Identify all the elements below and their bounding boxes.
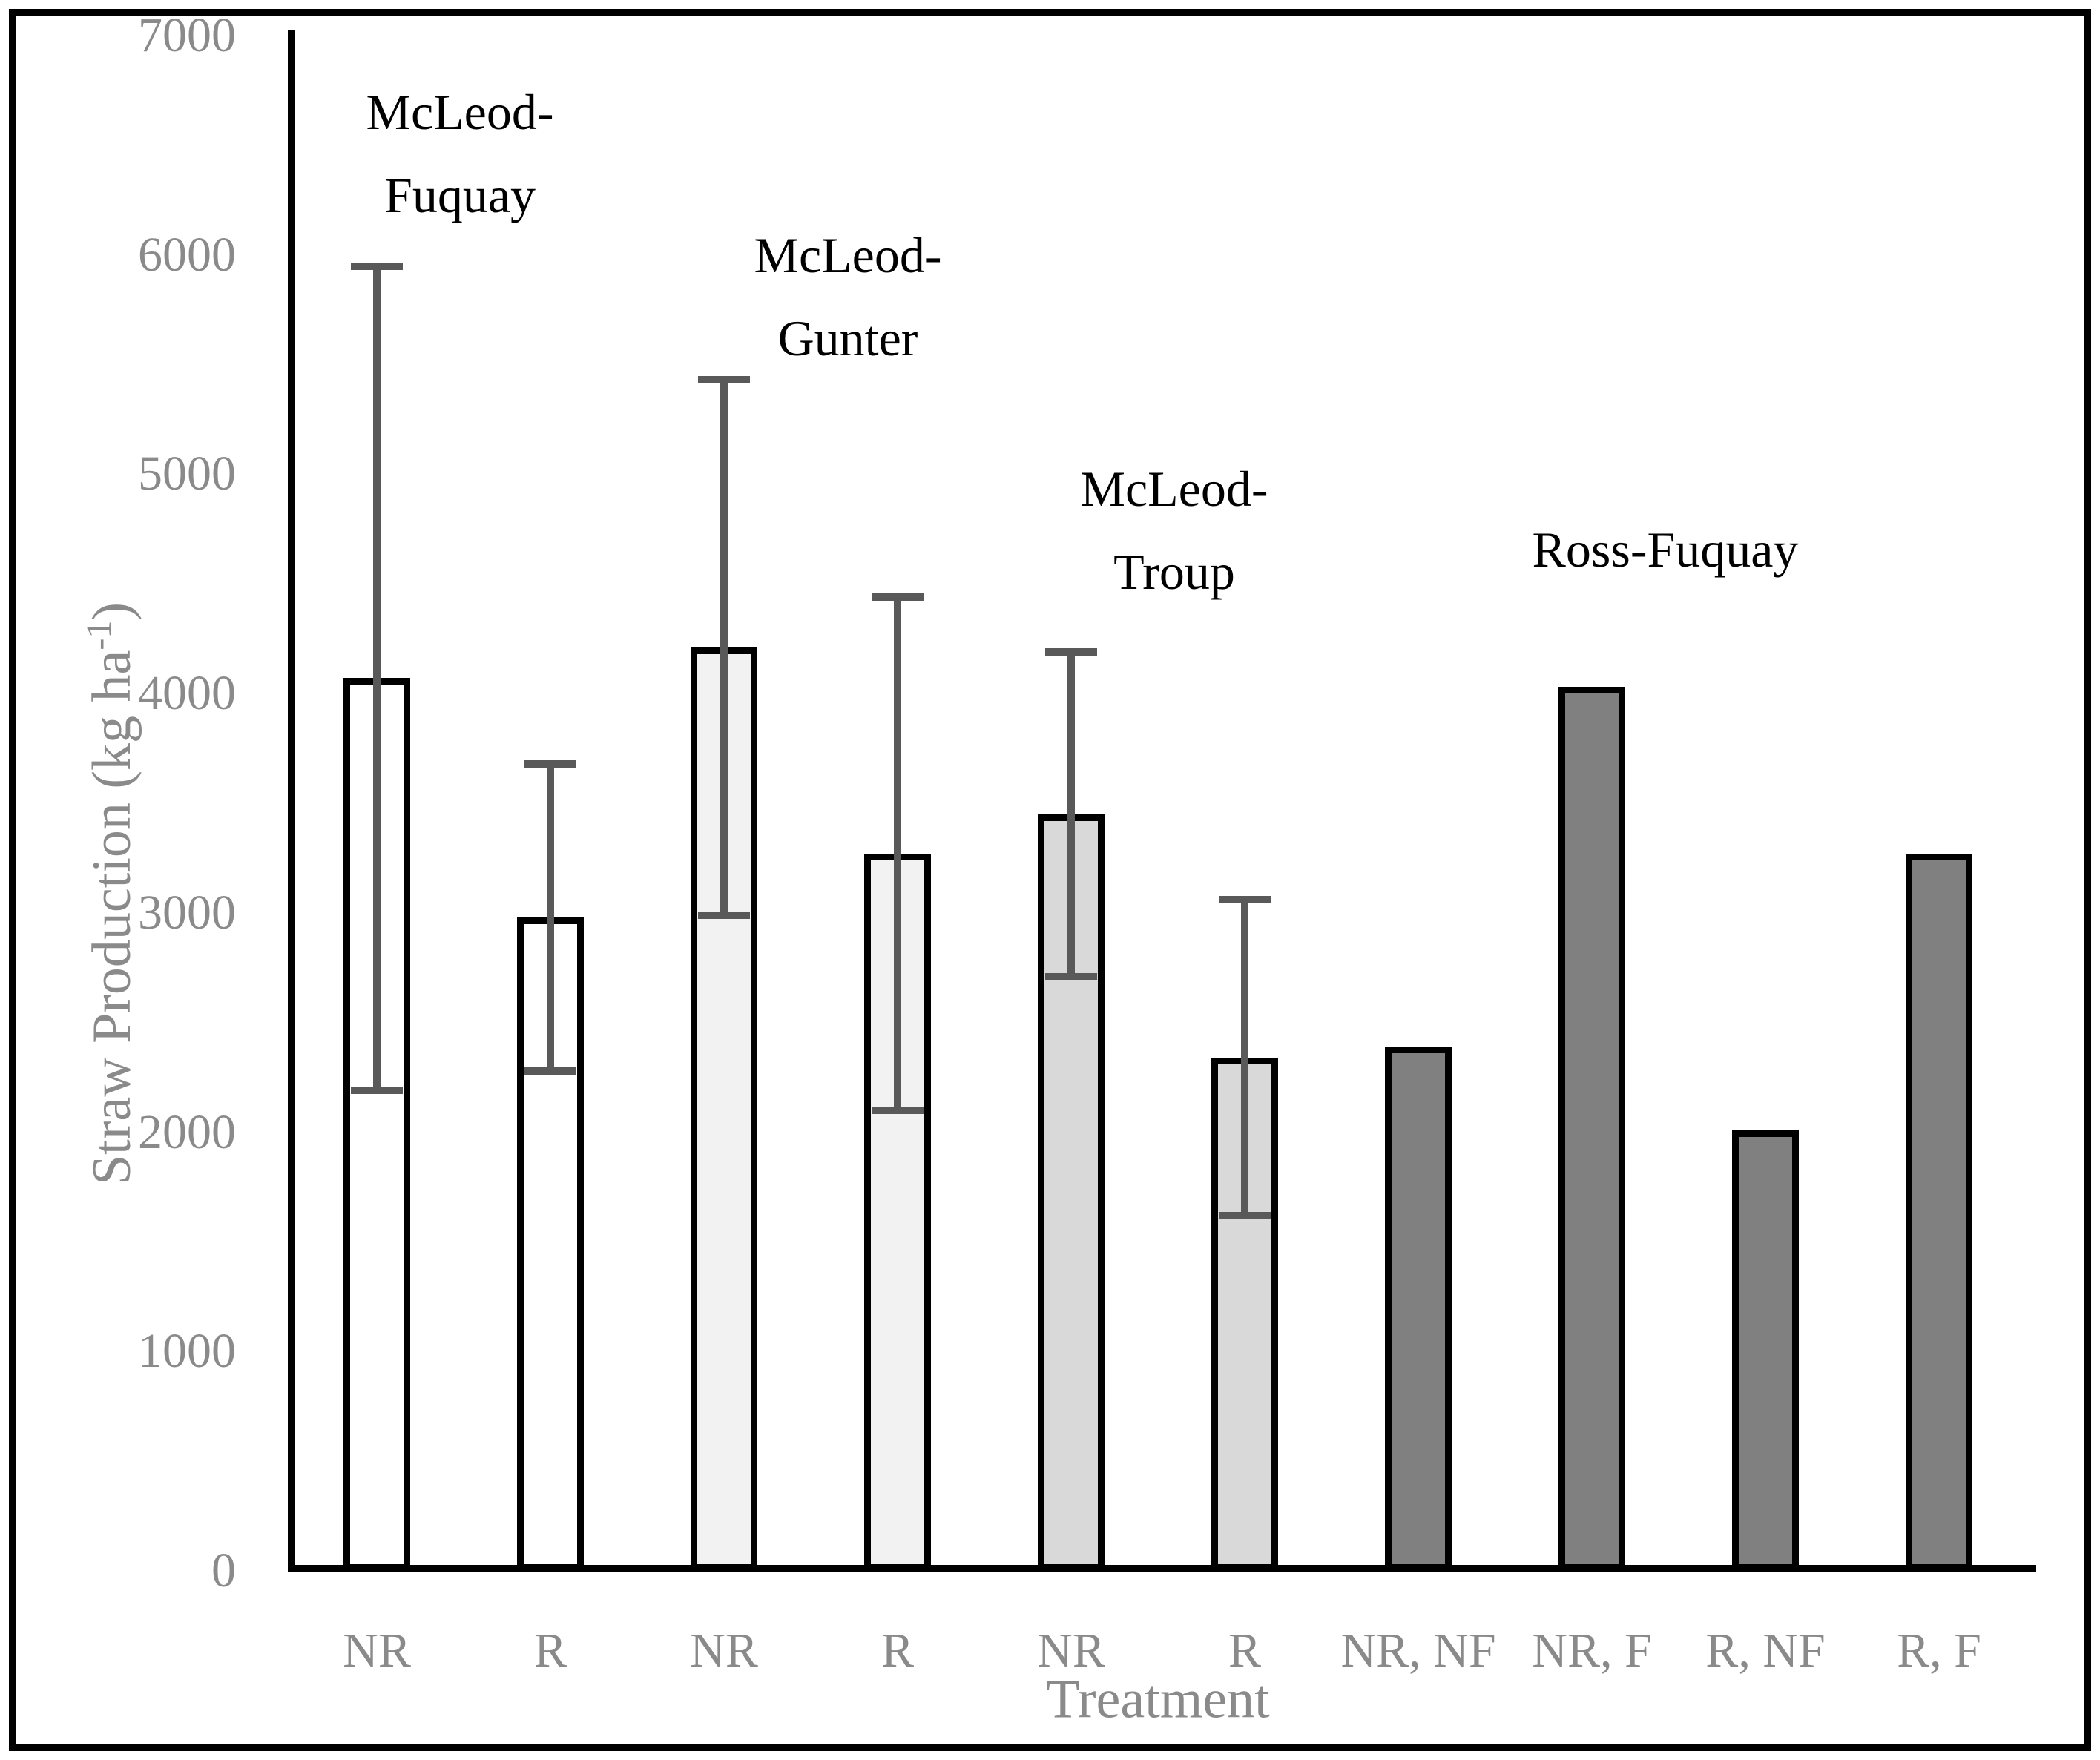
y-axis-title-superscript: -1 [79,620,119,650]
group-label-line: Troup [1113,544,1235,600]
y-tick-label: 1000 [138,1324,236,1379]
error-bar-cap-bottom [524,1067,576,1075]
x-tick-label: R [1228,1624,1262,1678]
error-bar-cap-top [524,759,576,768]
error-bar-cap-bottom [351,1087,403,1095]
error-bar-cap-bottom [698,911,750,919]
y-axis-title-suffix: ) [81,602,142,621]
x-tick-label: NR [690,1624,758,1678]
error-bar-line [373,266,381,1091]
error-bar-line [894,597,901,1110]
error-bar-cap-bottom [1045,972,1097,980]
bar [1732,1130,1799,1571]
error-bar-line [547,763,554,1071]
x-axis-title: Treatment [1046,1669,1270,1730]
error-bar-cap-top [1219,896,1271,904]
error-bar-line [1241,900,1248,1216]
bar [1906,854,1972,1571]
bar [1558,687,1625,1571]
x-tick-label: NR [343,1624,411,1678]
error-bar-cap-bottom [872,1107,924,1114]
y-tick-label: 5000 [138,446,236,501]
bar [1385,1047,1452,1571]
y-tick-label: 3000 [138,885,236,940]
x-tick-label: R [533,1624,567,1678]
group-label-line: Fuquay [384,167,536,223]
group-label-line: McLeod- [366,84,554,140]
x-axis-line [288,1565,2036,1572]
error-bar-line [1067,651,1075,977]
group-label-line: Gunter [777,310,918,366]
y-axis-line [288,30,295,1572]
y-tick-label: 4000 [138,666,236,721]
error-bar-cap-top [872,593,924,602]
error-bar-cap-top [1045,647,1097,656]
y-tick-label: 0 [211,1543,236,1598]
group-label: Ross-Fuquay [1369,508,1962,591]
group-label-line: Ross-Fuquay [1532,521,1799,578]
error-bar-cap-bottom [1219,1211,1271,1219]
group-label-line: McLeod- [1080,461,1268,517]
group-label: McLeod- Troup [878,447,1471,613]
y-tick-label: 6000 [138,227,236,282]
x-tick-label: R, NF [1705,1624,1826,1678]
x-tick-label: R, F [1897,1624,1981,1678]
group-label: McLeod- Fuquay [163,70,757,237]
x-tick-label: NR, F [1532,1624,1652,1678]
error-bar-cap-top [351,262,403,270]
x-tick-label: NR, NF [1340,1624,1496,1678]
y-tick-label: 2000 [138,1104,236,1159]
x-tick-label: R [881,1624,915,1678]
group-label-line: McLeod- [754,227,942,283]
error-bar-line [720,380,728,915]
x-tick-label: NR [1037,1624,1105,1678]
y-tick-label: 7000 [138,8,236,62]
group-label: McLeod- Gunter [551,214,1145,380]
error-bar-cap-top [698,376,750,384]
